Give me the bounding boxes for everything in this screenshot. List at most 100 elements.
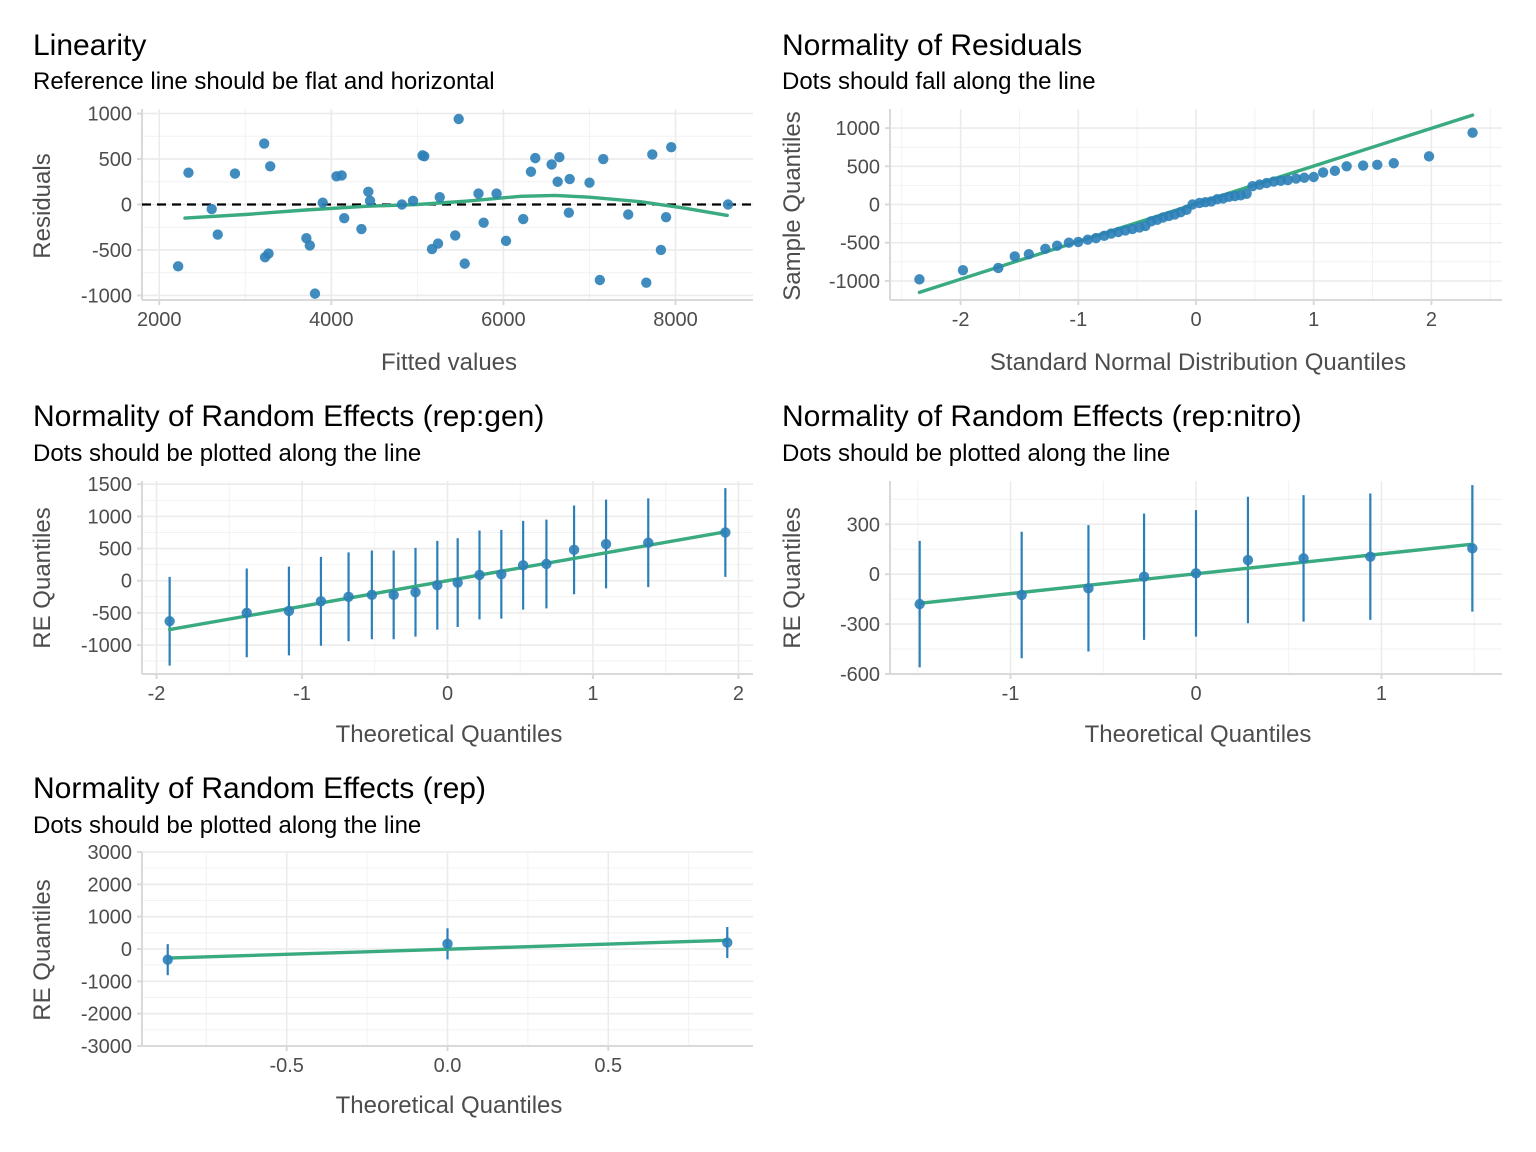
re-rep-gen-y-tick-label: -500 (92, 603, 132, 625)
re-rep-nitro-x-tick-label: 1 (1376, 683, 1387, 705)
re-rep-gen-data-point (241, 607, 252, 619)
re-rep-title: Normality of Random Effects (rep) (33, 772, 486, 805)
re-rep-plot-area: -0.5 0.0 0.5 -3000 -2000 -1000 0 1000 2000 3000 (81, 842, 753, 1077)
re-rep-gen-data-point (283, 605, 295, 617)
linearity-data-point (641, 277, 652, 288)
normality-residuals-title: Normality of Residuals (782, 29, 1082, 62)
linearity-data-point (525, 166, 537, 177)
linearity-y-axis-label: Residuals (29, 153, 56, 258)
re-rep-gen-data-point (600, 538, 612, 550)
normality-residuals-x-axis-label: Standard Normal Distribution Quantiles (990, 349, 1406, 376)
re-rep-gen-x-tick-label: -2 (148, 683, 166, 705)
linearity-x-tick-label: 6000 (481, 309, 526, 331)
re-rep-x-axis-label: Theoretical Quantiles (336, 1092, 563, 1119)
linearity-data-point (304, 240, 316, 251)
linearity-data-point (259, 138, 270, 149)
linearity-data-point (459, 258, 470, 269)
re-rep-gen-data-point (366, 589, 378, 601)
normality-residuals-data-point (1040, 243, 1051, 255)
re-rep-gen-data-point (343, 591, 354, 602)
normality-residuals-data-point (1241, 188, 1252, 200)
linearity-data-point (212, 229, 223, 240)
re-rep-gen-x-tick-label: 1 (587, 683, 598, 705)
linearity-data-point (564, 173, 575, 185)
linearity-data-point (473, 188, 484, 199)
linearity-data-point (584, 177, 595, 188)
re-rep-data-point (162, 954, 173, 965)
linearity-data-point (623, 209, 634, 220)
linearity-data-point (666, 142, 677, 153)
re-rep-gen-title: Normality of Random Effects (rep:gen) (33, 400, 544, 433)
re-rep-nitro-title: Normality of Random Effects (rep:nitro) (782, 400, 1302, 433)
re-rep-x-tick-label: -0.5 (269, 1055, 303, 1077)
re-rep-y-tick-label: -1000 (81, 971, 132, 993)
linearity-data-point (172, 261, 184, 272)
re-rep-panel: Normality of Random Effects (rep) Dots s… (29, 772, 753, 1119)
re-rep-gen-fit-line (167, 530, 728, 632)
normality-residuals-x-tick-label: -1 (1069, 309, 1087, 331)
linearity-data-point (554, 152, 565, 163)
linearity-data-point (552, 176, 563, 187)
linearity-y-tick-label: 1000 (88, 104, 133, 126)
linearity-data-point (396, 199, 408, 210)
linearity-data-point (407, 195, 419, 207)
re-rep-y-tick-label: 0 (121, 939, 132, 961)
linearity-subtitle: Reference line should be flat and horizo… (33, 68, 495, 95)
normality-residuals-data-point (1329, 165, 1341, 177)
re-rep-gen-data-point (496, 569, 507, 580)
re-rep-gen-data-point (432, 580, 443, 591)
re-rep-nitro-plot-area: -1 0 1 -600 -300 0 300 (840, 481, 1502, 705)
linearity-data-point (206, 203, 217, 215)
re-rep-gen-data-point (643, 537, 654, 548)
normality-residuals-data-point (1090, 232, 1102, 244)
normality-residuals-y-tick-label: -500 (840, 233, 880, 255)
linearity-data-point (317, 197, 328, 208)
linearity-data-point (660, 212, 672, 223)
linearity-data-point (356, 223, 367, 235)
linearity-fit-line (183, 193, 729, 220)
re-rep-gen-y-tick-label: 0 (121, 571, 132, 593)
re-rep-data-point (442, 938, 453, 950)
normality-residuals-data-point (914, 274, 925, 285)
linearity-data-point (500, 235, 512, 247)
normality-residuals-data-point (1388, 158, 1399, 169)
linearity-x-axis-label: Fitted values (381, 349, 517, 376)
re-rep-gen-data-point (410, 587, 421, 598)
re-rep-nitro-data-point (1190, 568, 1202, 579)
re-rep-gen-data-point (315, 596, 327, 607)
re-rep-gen-data-point (452, 577, 463, 588)
linearity-panel: Linearity Reference line should be flat … (29, 29, 753, 376)
linearity-x-tick-label: 4000 (309, 309, 354, 331)
re-rep-gen-x-tick-label: 2 (733, 683, 744, 705)
normality-residuals-y-tick-label: 0 (869, 195, 880, 217)
linearity-plot-area: 2000 4000 6000 8000 -1000 -500 0 500 1000 (81, 104, 753, 331)
re-rep-data-point (722, 937, 733, 948)
linearity-data-point (491, 188, 502, 199)
normality-residuals-data-point (1308, 171, 1319, 183)
re-rep-nitro-x-axis-label: Theoretical Quantiles (1085, 721, 1312, 748)
re-rep-y-tick-label: 3000 (88, 842, 133, 864)
normality-residuals-data-point (993, 262, 1004, 274)
re-rep-gen-data-point (568, 544, 580, 556)
linearity-data-point (434, 192, 445, 203)
re-rep-nitro-data-point (914, 598, 925, 610)
re-rep-nitro-y-tick-label: 0 (869, 564, 880, 586)
normality-residuals-panel: Normality of Residuals Dots should fall … (779, 29, 1502, 376)
re-rep-y-tick-label: -2000 (81, 1004, 132, 1026)
re-rep-gen-y-tick-label: 1500 (88, 474, 133, 496)
re-rep-nitro-panel: Normality of Random Effects (rep:nitro) … (779, 400, 1502, 748)
re-rep-gen-y-axis-label: RE Quantiles (29, 507, 56, 648)
linearity-y-tick-label: -1000 (81, 285, 132, 307)
re-rep-gen-x-tick-label: 0 (442, 683, 453, 705)
re-rep-nitro-y-axis-label: RE Quantiles (779, 507, 806, 648)
re-rep-gen-y-tick-label: 500 (99, 539, 132, 561)
normality-residuals-data-point (1051, 240, 1063, 251)
linearity-data-point (453, 113, 464, 125)
normality-residuals-data-point (1467, 127, 1478, 138)
normality-residuals-data-point (1290, 173, 1302, 184)
re-rep-nitro-data-point (1016, 589, 1027, 601)
re-rep-nitro-subtitle: Dots should be plotted along the line (782, 440, 1170, 467)
linearity-data-point (478, 217, 489, 228)
normality-residuals-data-point (1372, 159, 1383, 170)
